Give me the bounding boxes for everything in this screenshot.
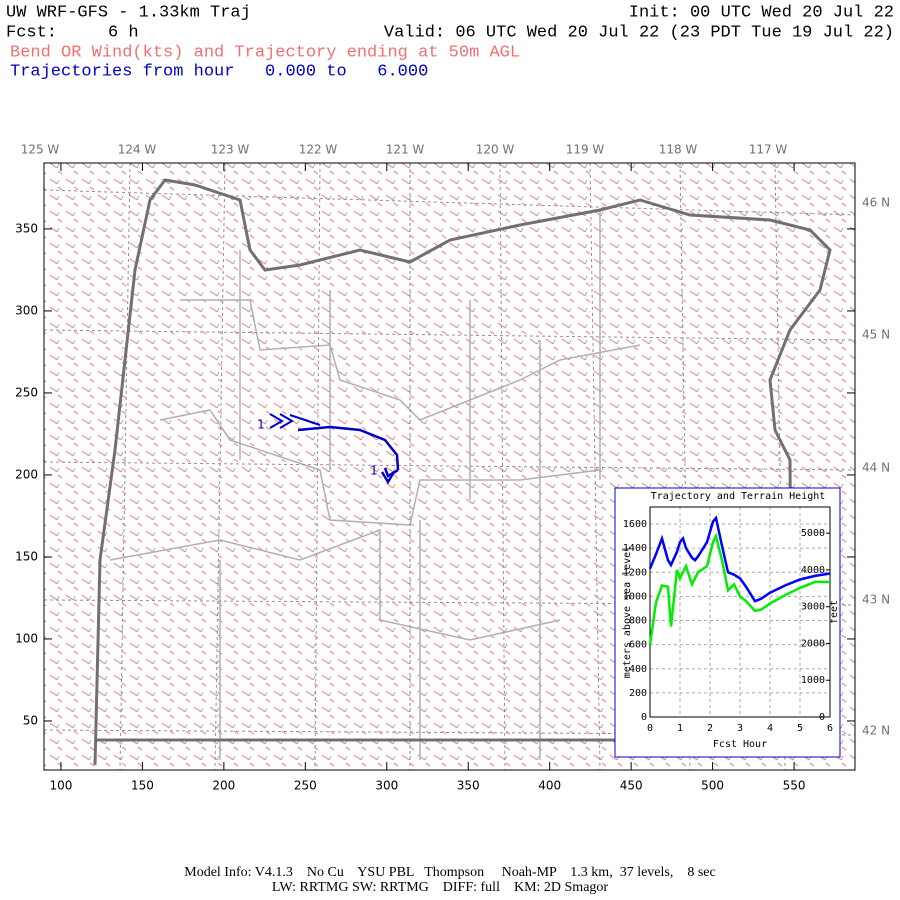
footer-line: LW: RRTMG SW: RRTMG DIFF: full KM: 2D Sm… xyxy=(272,880,608,895)
x-axis-title: Fcst Hour xyxy=(713,739,767,750)
x-tick-label: 200 xyxy=(212,779,235,793)
title: UW WRF-GFS - 1.33km Traj xyxy=(6,3,251,22)
series-line xyxy=(648,532,830,645)
latitude-label: 45 N xyxy=(862,328,890,342)
latitude-label: 44 N xyxy=(862,461,890,475)
y-tick-label: 150 xyxy=(15,549,38,563)
longitude-label: 125 W xyxy=(21,143,60,157)
x-tick-label: 450 xyxy=(620,779,643,793)
longitude-label: 117 W xyxy=(749,143,788,157)
y2-tick-label: 2000 xyxy=(801,638,825,649)
latitude-label: 42 N xyxy=(862,724,890,738)
series-line xyxy=(648,515,831,603)
footer-line: Model Info: V4.1.3 No Cu YSU PBL Thompso… xyxy=(184,865,715,880)
y-tick-label: 200 xyxy=(15,467,38,481)
y-tick-label: 600 xyxy=(629,640,647,651)
y-tick-label: 800 xyxy=(629,616,647,627)
x-tick-label: 500 xyxy=(701,779,724,793)
y-tick-label: 50 xyxy=(23,713,38,727)
x-tick-label: 5 xyxy=(797,723,803,734)
y-tick-label: 250 xyxy=(15,385,38,399)
plot-frame xyxy=(649,506,831,718)
x-tick-label: 4 xyxy=(767,723,773,734)
x-tick-label: 1 xyxy=(677,723,683,734)
x-tick-label: 3 xyxy=(737,723,743,734)
field: Bend OR Wind(kts) and Trajectory ending … xyxy=(10,43,520,62)
inset-title: Trajectory and Terrain Height xyxy=(651,491,826,502)
map xyxy=(43,162,856,771)
x-tick-label: 0 xyxy=(647,723,653,734)
y-tick-label: 200 xyxy=(629,688,647,699)
y2-tick-label: 4000 xyxy=(801,565,825,576)
trajectory-label: 1 xyxy=(257,418,265,432)
y-axis-title: meters above sea level xyxy=(622,546,633,678)
x-tick-label: 550 xyxy=(783,779,806,793)
y-tick-label: 300 xyxy=(15,303,38,317)
y-tick-label: 0 xyxy=(641,712,647,723)
y-tick-label: 1400 xyxy=(623,543,647,554)
valid: Valid: 06 UTC Wed 20 Jul 22 (23 PDT Tue … xyxy=(384,23,894,42)
x-tick-label: 250 xyxy=(294,779,317,793)
y-tick-label: 350 xyxy=(15,221,38,235)
init: Init: 00 UTC Wed 20 Jul 22 xyxy=(629,3,894,22)
trajectory xyxy=(269,413,400,485)
y2-axis-title: feet xyxy=(829,600,840,624)
x-tick-label: 6 xyxy=(827,723,833,734)
y2-tick-label: 1000 xyxy=(801,675,825,686)
longitude-label: 119 W xyxy=(566,143,605,157)
county-lines xyxy=(109,210,641,760)
x-tick-label: 350 xyxy=(457,779,480,793)
y-tick-label: 1200 xyxy=(623,567,647,578)
latitude-label: 43 N xyxy=(862,593,890,607)
y2-tick-label: 3000 xyxy=(801,602,825,613)
y-tick-label: 100 xyxy=(15,631,38,645)
longitude-label: 124 W xyxy=(118,143,157,157)
x-tick-label: 150 xyxy=(131,779,154,793)
y-tick-label: 1600 xyxy=(623,519,647,530)
state-border xyxy=(93,178,832,766)
longitude-label: 122 W xyxy=(299,143,338,157)
longitude-label: 121 W xyxy=(386,143,425,157)
x-tick-label: 300 xyxy=(375,779,398,793)
x-tick-label: 400 xyxy=(538,779,561,793)
y-tick-label: 1000 xyxy=(623,591,647,602)
forecast: Fcst: 6 h xyxy=(6,23,139,42)
longitude-label: 118 W xyxy=(659,143,698,157)
y2-tick-label: 5000 xyxy=(801,528,825,539)
map-frame xyxy=(43,162,856,771)
trajectories: Trajectories from hour 0.000 to 6.000 xyxy=(10,62,428,81)
trajectory-label: 1 xyxy=(370,464,378,478)
x-tick-label: 100 xyxy=(49,779,72,793)
longitude-label: 120 W xyxy=(476,143,515,157)
latitude-label: 46 N xyxy=(862,196,890,210)
inset-chart: Trajectory and Terrain Height meters abo… xyxy=(614,487,841,758)
x-tick-label: 2 xyxy=(707,723,713,734)
y-tick-label: 400 xyxy=(629,664,647,675)
longitude-label: 123 W xyxy=(211,143,250,157)
